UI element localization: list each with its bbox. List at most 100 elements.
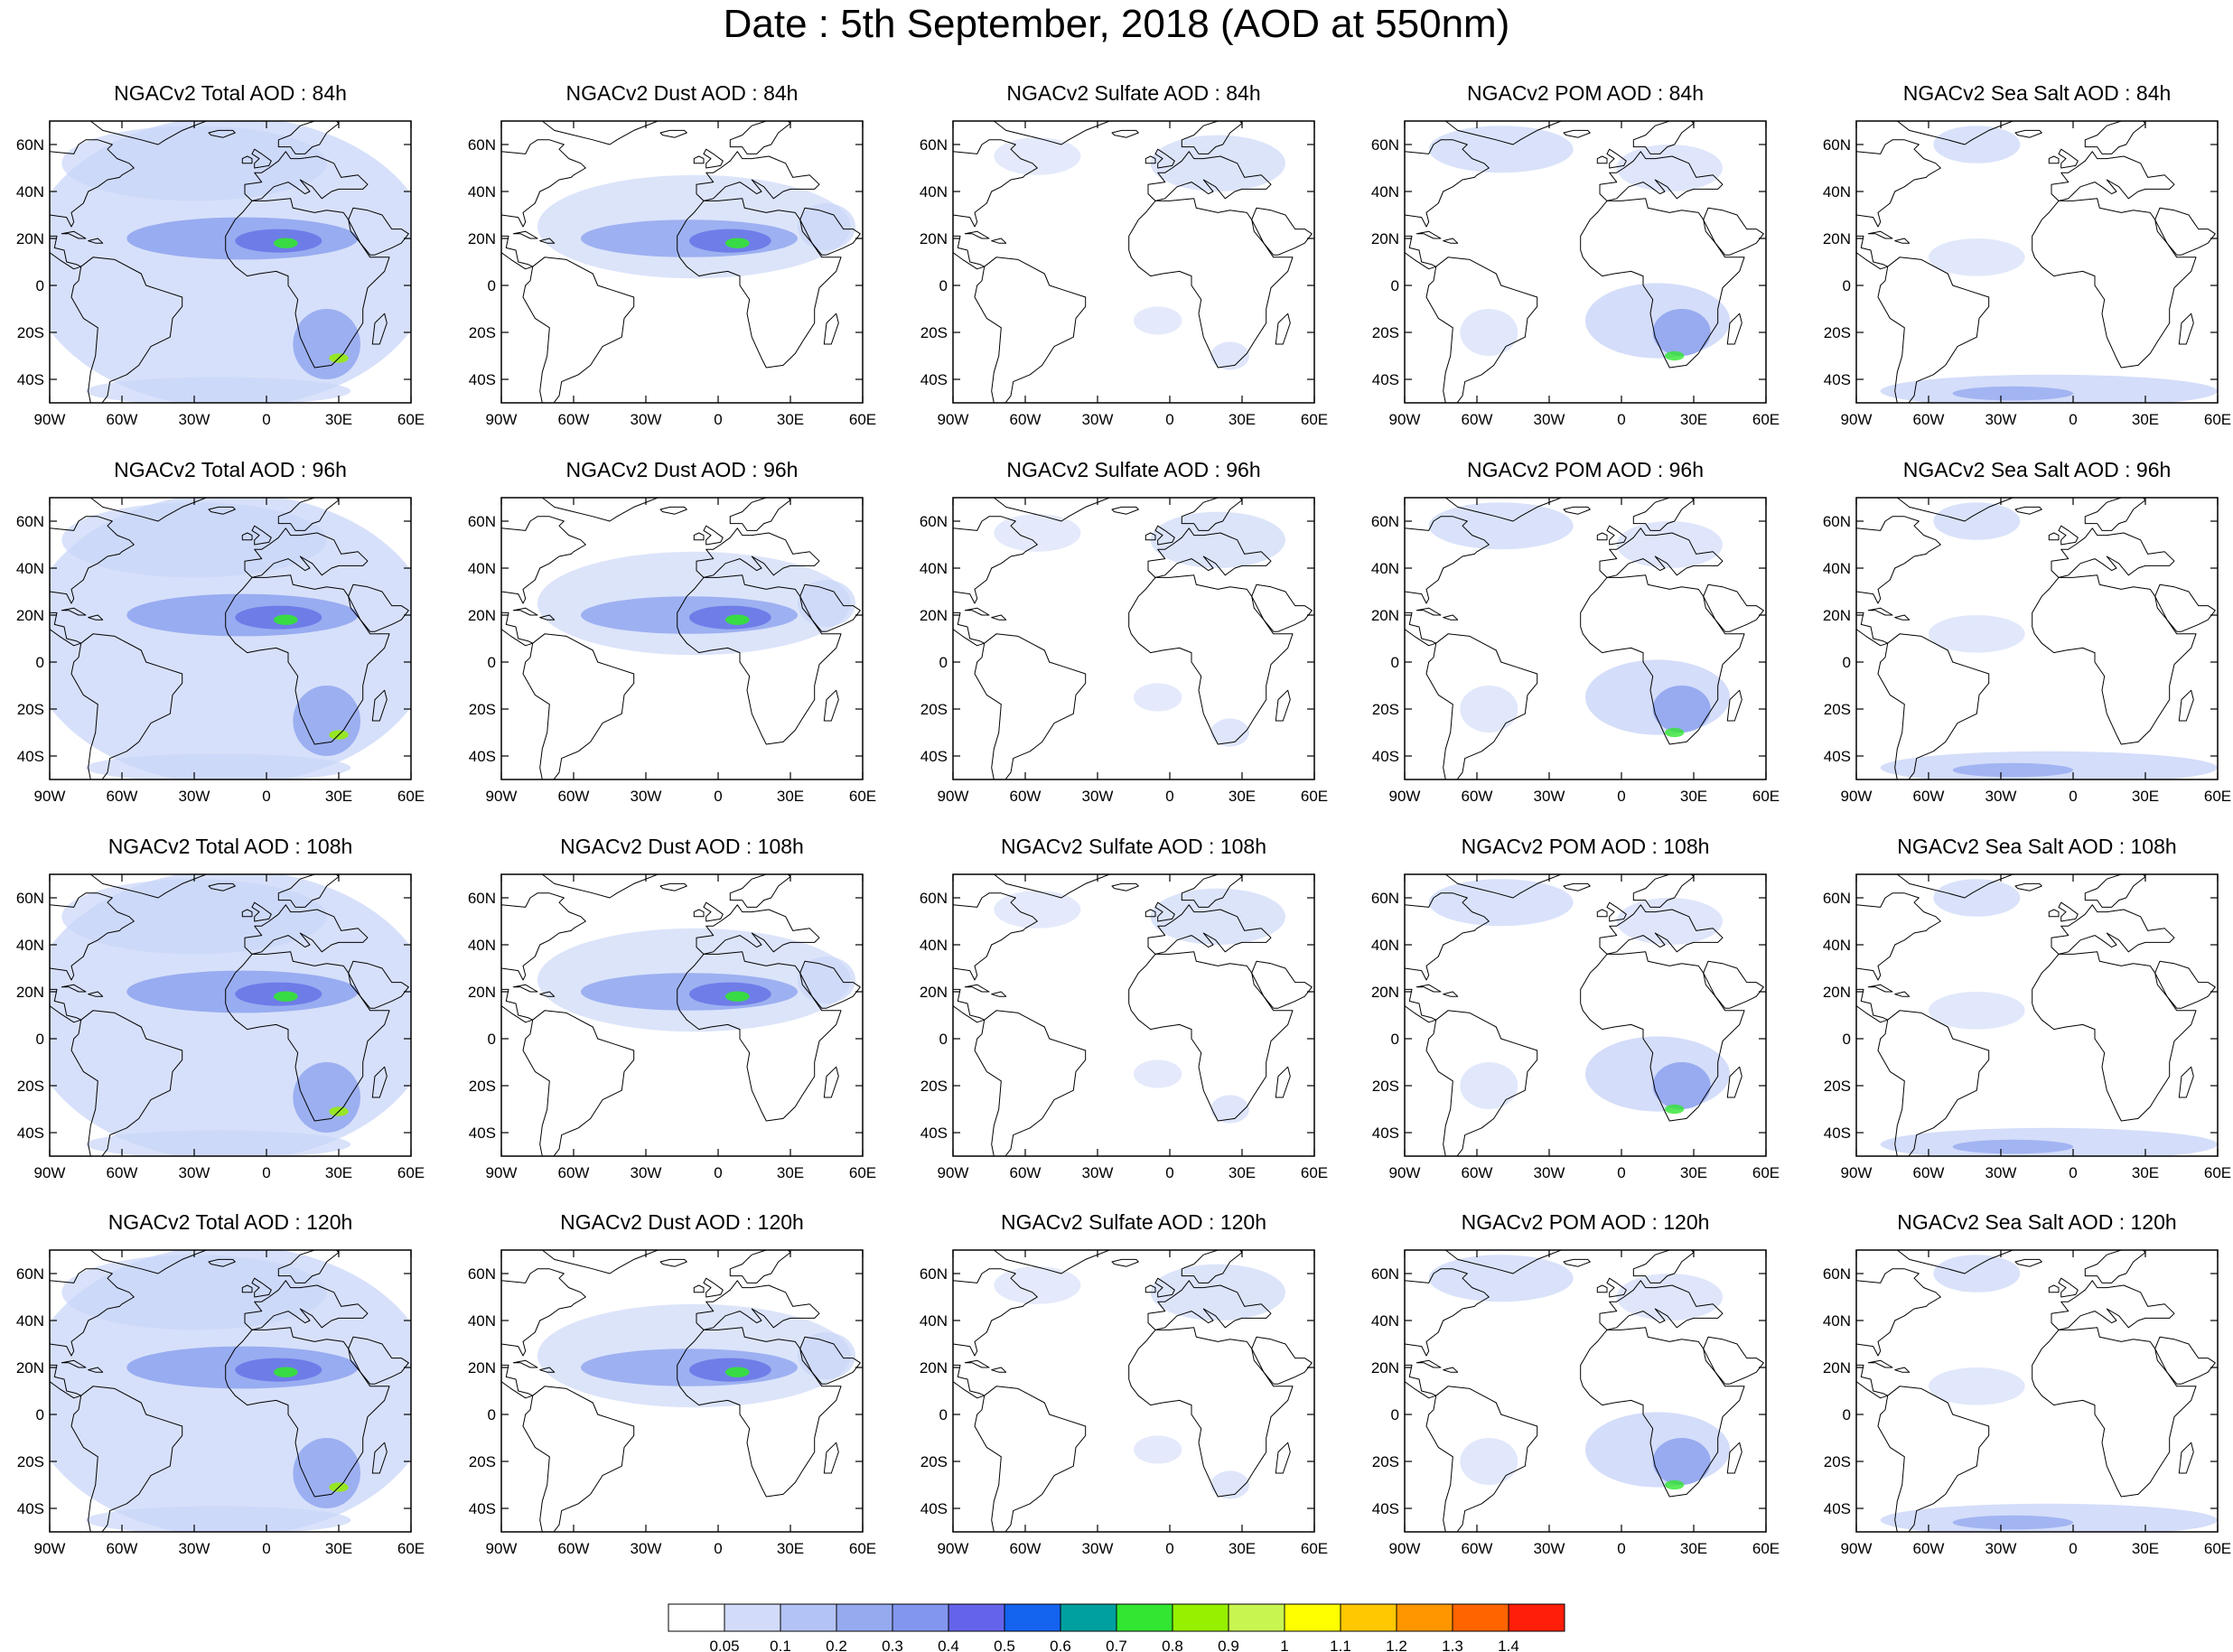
scandinavia-coastline [277, 498, 340, 531]
scandinavia-coastline [729, 1250, 791, 1283]
lon-tick-label: 60E [1301, 788, 1328, 805]
lon-tick-label: 60E [849, 1164, 876, 1181]
seasalt-aod-north-atlantic [1933, 126, 2021, 163]
dust-aod-arabia [798, 580, 855, 627]
central-america-coastline [1856, 235, 1889, 270]
lon-tick-label: 60E [2204, 788, 2231, 805]
madagascar-coastline [2178, 689, 2194, 722]
colorbar-swatch [1340, 1603, 1397, 1632]
sulfate-aod-southern-africa [1210, 718, 1249, 747]
seasalt-aod-north-atlantic [1933, 1255, 2021, 1293]
cuba-coastline [512, 984, 538, 993]
pom-aod-smoke-core [1652, 309, 1711, 356]
greenland-coastline [993, 498, 1110, 522]
total-aod-southern-ocean [86, 1506, 351, 1532]
lat-tick-label: 0 [488, 277, 496, 294]
lat-tick-label: 0 [939, 1406, 948, 1423]
lon-tick-label: 30E [777, 1164, 804, 1181]
map-panel-seasalt-3: NGACv2 Sea Salt AOD : 120h 60N 40N 20N 0 20S 4… [1823, 1210, 2231, 1581]
ireland-coastline [2048, 909, 2060, 918]
central-america-coastline [1405, 611, 1437, 647]
lat-tick-label: 40S [920, 371, 948, 388]
lat-tick-label: 20S [469, 324, 496, 341]
sulfate-aod-south-atlantic [1134, 683, 1182, 712]
lon-tick-label: 30E [777, 788, 804, 805]
cuba-coastline [1415, 984, 1442, 993]
lon-tick-label: 30E [1229, 1164, 1256, 1181]
lat-tick-label: 20S [17, 1453, 44, 1470]
madagascar-coastline [1726, 1442, 1742, 1474]
colorbar-label: 0.5 [994, 1638, 1015, 1652]
map-svg: 60N 40N 20N 0 20S 40S 90W 60W 30W 0 30E 60E [1371, 120, 1780, 428]
lon-tick-label: 60W [1010, 1540, 1042, 1557]
north-america-coastline [1405, 139, 1490, 228]
map-panel-total-3: NGACv2 Total AOD : 120h 60N 40N 20N 0 20S 40S 9… [16, 1210, 425, 1581]
lon-tick-label: 30W [1985, 411, 2017, 428]
greenland-coastline [993, 874, 1110, 899]
lon-tick-label: 60W [558, 1164, 590, 1181]
lon-tick-label: 60E [397, 1164, 425, 1181]
lon-tick-label: 60W [1462, 1164, 1493, 1181]
arabia-coastline [1703, 207, 1764, 256]
lat-tick-label: 40N [1823, 560, 1851, 577]
scandinavia-coastline [277, 874, 340, 908]
north-america-coastline [50, 892, 135, 981]
lat-tick-label: 40N [468, 183, 496, 201]
total-aod-southern-ocean [86, 1130, 351, 1156]
lat-tick-label: 40S [1372, 1500, 1399, 1517]
scandinavia-coastline [1632, 1250, 1695, 1283]
cuba-coastline [512, 607, 538, 616]
seasalt-aod-trade-winds [1929, 992, 2025, 1030]
europe-coastline [1147, 527, 1272, 578]
arabia-coastline [2154, 207, 2216, 256]
panel-title: NGACv2 Sea Salt AOD : 120h [1897, 1210, 2177, 1234]
lon-tick-label: 90W [1389, 788, 1421, 805]
iceland-coastline [2014, 129, 2042, 138]
ireland-coastline [1145, 155, 1156, 164]
lat-tick-label: 20S [920, 1078, 948, 1095]
lat-tick-label: 20N [1371, 984, 1399, 1001]
map-frame [952, 1249, 1315, 1533]
iceland-coastline [2014, 506, 2042, 515]
british-isles-coastline [2058, 1277, 2079, 1298]
panel-title: NGACv2 Total AOD : 108h [107, 835, 353, 858]
british-isles-coastline [2058, 901, 2079, 922]
lon-tick-label: 90W [938, 788, 969, 805]
north-america-coastline [1856, 1268, 1941, 1357]
central-america-coastline [1856, 1364, 1889, 1399]
panel-title: NGACv2 POM AOD : 96h [1466, 458, 1705, 481]
colorbar-label: 0.2 [826, 1638, 847, 1652]
lon-tick-label: 0 [1165, 788, 1173, 805]
map-frame [952, 497, 1315, 780]
lat-tick-label: 0 [36, 654, 44, 671]
hispaniola-coastline [539, 614, 556, 621]
lon-tick-label: 0 [2069, 788, 2077, 805]
lon-tick-label: 30W [179, 1164, 210, 1181]
lon-tick-label: 90W [1841, 788, 1873, 805]
map-svg: 60N 40N 20N 0 20S 40S 90W 60W 30W 0 30E 60E [920, 120, 1328, 428]
africa-coastline [2032, 198, 2197, 369]
cuba-coastline [1867, 1359, 1893, 1368]
panel-title: NGACv2 Sulfate AOD : 120h [1000, 1210, 1267, 1234]
north-america-coastline [50, 516, 135, 604]
panel-title: NGACv2 Dust AOD : 120h [560, 1210, 804, 1234]
pom-aod-south-america [1460, 1438, 1518, 1485]
south-america-coastline [70, 257, 183, 403]
lon-tick-label: 0 [2069, 411, 2077, 428]
arabia-coastline [2154, 583, 2216, 632]
lat-tick-label: 40S [1824, 371, 1851, 388]
colorbar-swatch [1172, 1603, 1229, 1632]
british-isles-coastline [1606, 148, 1627, 169]
map-panel-seasalt-2: NGACv2 Sea Salt AOD : 108h 60N 40N 20N 0 20S 4… [1823, 835, 2231, 1205]
greenland-coastline [89, 498, 207, 522]
sulfate-aod-north-atlantic [994, 137, 1081, 175]
pom-aod-europe [1616, 1274, 1723, 1321]
europe-coastline [244, 151, 369, 201]
madagascar-coastline [823, 313, 839, 345]
lat-tick-label: 60N [920, 1265, 948, 1283]
seasalt-aod-southern-ocean-core [1952, 386, 2073, 401]
lon-tick-label: 60W [107, 1164, 138, 1181]
map-panel-seasalt-1: NGACv2 Sea Salt AOD : 96h 60N 40N 20N 0 20S 40… [1823, 458, 2231, 828]
africa-coastline [677, 1327, 842, 1498]
lon-tick-label: 60E [2204, 1164, 2231, 1181]
